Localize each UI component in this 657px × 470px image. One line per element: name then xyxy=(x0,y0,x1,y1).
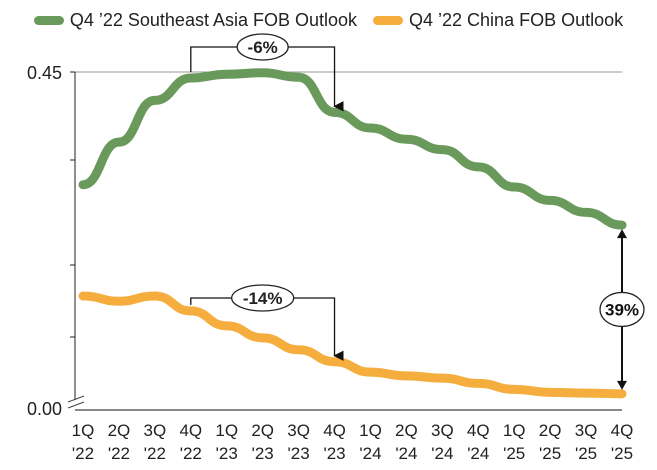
x-tick-label-year: '23 xyxy=(216,444,238,463)
legend-swatch-china xyxy=(373,16,404,25)
x-tick-label-year: '22 xyxy=(72,444,94,463)
x-tick-label: 4Q xyxy=(179,421,202,440)
x-tick-label: 3Q xyxy=(144,421,167,440)
x-tick-label-year: '24 xyxy=(431,444,453,463)
x-tick-label-year: '23 xyxy=(288,444,310,463)
x-tick-label: 1Q xyxy=(215,421,238,440)
x-tick-label: 4Q xyxy=(323,421,346,440)
x-tick-label: 2Q xyxy=(395,421,418,440)
legend-label-southeast-asia: Q4 ’22 Southeast Asia FOB Outlook xyxy=(69,10,358,30)
legend: Q4 ’22 Southeast Asia FOB Outlook Q4 ’22… xyxy=(0,10,657,31)
x-tick-label-year: '22 xyxy=(108,444,130,463)
x-tick-label-year: '25 xyxy=(611,444,633,463)
x-tick-label-year: '25 xyxy=(503,444,525,463)
y-tick-label: 0.45 xyxy=(27,63,62,83)
legend-item-southeast-asia: Q4 ’22 Southeast Asia FOB Outlook xyxy=(33,10,358,31)
x-tick-label: 3Q xyxy=(431,421,454,440)
annotation-bubble-gap xyxy=(599,291,645,328)
annotation-label-1: -14% xyxy=(243,289,283,308)
annotation-bubble-0 xyxy=(236,33,289,61)
x-tick-label-year: '23 xyxy=(252,444,274,463)
annotation-arrow-up xyxy=(617,229,627,239)
x-tick-label: 4Q xyxy=(467,421,490,440)
legend-label-china: Q4 ’22 China FOB Outlook xyxy=(409,10,624,30)
x-tick-label-year: '25 xyxy=(575,444,597,463)
x-tick-label: 1Q xyxy=(72,421,95,440)
annotation-label-0: -6% xyxy=(248,38,278,57)
x-tick-label-year: '24 xyxy=(395,444,417,463)
x-tick-label: 2Q xyxy=(251,421,274,440)
series-line-1 xyxy=(78,291,627,399)
axis-break-icon xyxy=(67,395,85,409)
annotation-label-gap: 39% xyxy=(605,300,639,319)
x-tick-label-year: '23 xyxy=(323,444,345,463)
x-tick-label: 3Q xyxy=(575,421,598,440)
series-line-0 xyxy=(78,68,627,230)
legend-item-china: Q4 ’22 China FOB Outlook xyxy=(373,10,623,31)
x-tick-label: 2Q xyxy=(108,421,131,440)
x-tick-label: 3Q xyxy=(287,421,310,440)
x-tick-label: 4Q xyxy=(611,421,634,440)
x-tick-label-year: '22 xyxy=(144,444,166,463)
x-tick-label: 2Q xyxy=(539,421,562,440)
annotation-arrow-down xyxy=(617,380,627,390)
x-tick-label: 1Q xyxy=(359,421,382,440)
annotation-bubble-1 xyxy=(231,284,295,312)
x-tick-label-year: '24 xyxy=(467,444,489,463)
x-tick-label: 1Q xyxy=(503,421,526,440)
x-tick-label-year: '22 xyxy=(180,444,202,463)
y-tick-label: 0.00 xyxy=(27,399,62,419)
legend-swatch-southeast-asia xyxy=(33,16,64,25)
x-tick-label-year: '25 xyxy=(539,444,561,463)
x-tick-label-year: '24 xyxy=(359,444,381,463)
